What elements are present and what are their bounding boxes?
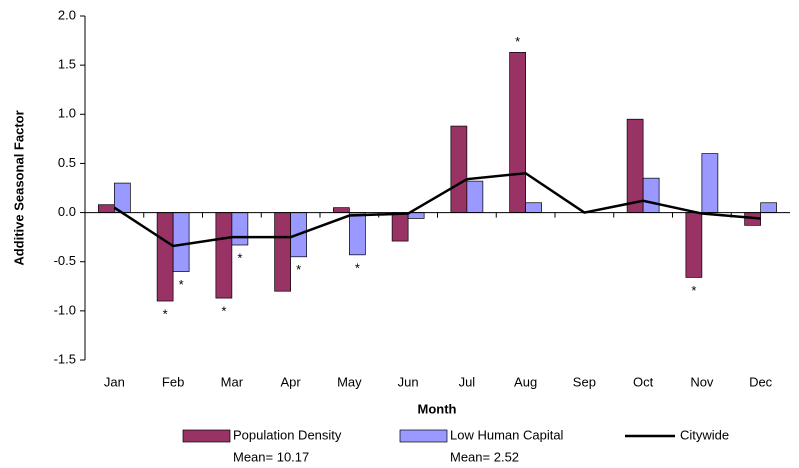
x-tick-label: Apr (281, 374, 302, 389)
bar (391, 212, 409, 242)
legend-label: Population Density (233, 427, 342, 442)
legend-label: Citywide (680, 427, 729, 442)
annotation: * (179, 277, 184, 292)
bar (172, 212, 190, 272)
bar (760, 202, 777, 213)
y-tick-label: -1.0 (54, 302, 76, 317)
bar (98, 204, 115, 213)
x-tick-label: Sep (573, 374, 596, 389)
bar (231, 212, 249, 246)
annotation: * (515, 34, 520, 49)
annotation: * (355, 260, 360, 275)
bar (156, 212, 174, 302)
bar (333, 207, 350, 213)
y-tick-label: 2.0 (58, 7, 76, 22)
bar (509, 52, 526, 213)
y-tick-label: 0.5 (58, 155, 76, 170)
bar (349, 212, 366, 256)
y-tick-label: 1.5 (58, 57, 76, 72)
x-axis-label: Month (418, 401, 457, 416)
legend-note: Mean= 2.52 (450, 449, 519, 464)
x-tick-label: Aug (514, 374, 537, 389)
x-tick-label: Jun (398, 374, 419, 389)
annotation: * (237, 250, 242, 265)
bar (642, 177, 660, 213)
y-tick-label: -1.5 (54, 351, 76, 366)
bar (466, 180, 484, 213)
x-tick-label: Mar (221, 374, 244, 389)
x-tick-label: Feb (162, 374, 184, 389)
bar (274, 212, 291, 292)
x-tick-label: Oct (633, 374, 654, 389)
x-tick-label: Jul (459, 374, 476, 389)
y-axis-label: Additive Seasonal Factor (11, 110, 26, 265)
y-tick-label: 1.0 (58, 106, 76, 121)
annotation: * (221, 304, 226, 319)
y-tick-label: -0.5 (54, 253, 76, 268)
y-tick-label: 0.0 (58, 204, 76, 219)
x-tick-label: May (337, 374, 362, 389)
annotation: * (163, 306, 168, 321)
x-tick-label: Dec (749, 374, 773, 389)
line (113, 171, 761, 248)
bar (525, 202, 542, 213)
annotation: * (296, 262, 301, 277)
bar (450, 125, 468, 213)
legend-note: Mean= 10.17 (233, 449, 309, 464)
bar (626, 118, 644, 213)
legend-label: Low Human Capital (450, 427, 564, 442)
legend-swatch (399, 429, 448, 443)
bar (685, 212, 703, 278)
x-tick-label: Jan (104, 374, 125, 389)
legend-swatch (182, 429, 231, 443)
annotation: * (691, 283, 696, 298)
bar (215, 212, 233, 299)
x-tick-label: Nov (690, 374, 714, 389)
bar (701, 153, 719, 213)
